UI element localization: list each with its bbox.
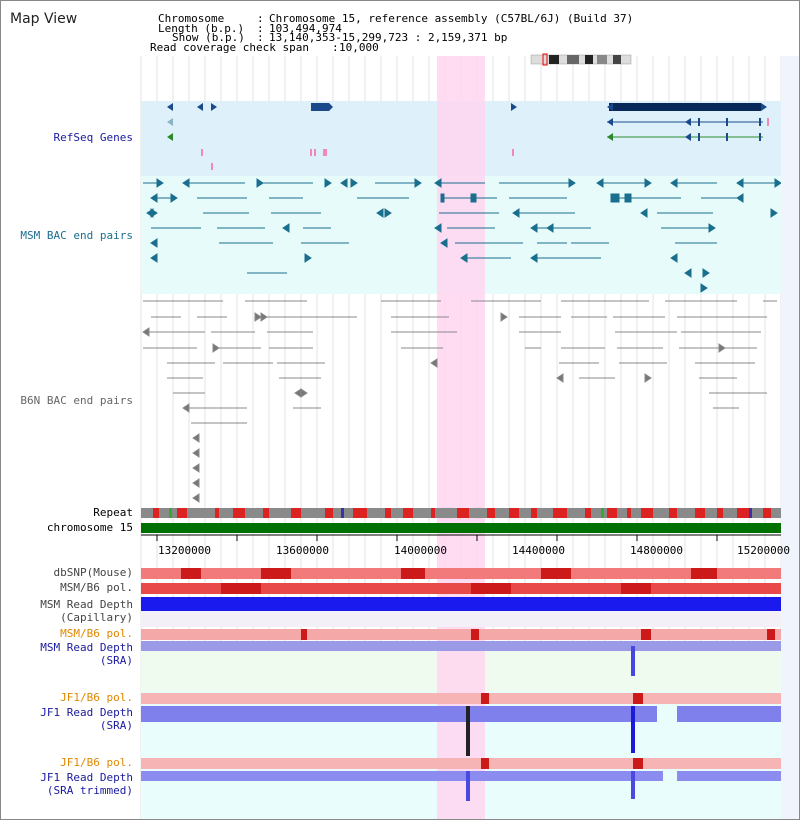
msm-depth-cap-label-2: (Capillary): [60, 611, 133, 624]
jf1-sra-depth: [141, 706, 781, 722]
show-value: 13,140,353-15,299,723 : 2,159,371 bp: [269, 31, 508, 44]
right-margin: [781, 56, 799, 819]
jf1-depth-sra-label-2: (SRA): [99, 719, 133, 732]
coverage-span-label: Read coverage check span: [150, 41, 309, 54]
axis-ticks: [141, 534, 781, 541]
jf1-b6-pol-label: JF1/B6 pol.: [60, 691, 133, 704]
msm-depth-sra-label-1: MSM Read Depth: [40, 641, 133, 654]
refseq-genes: [167, 103, 769, 170]
chromosome-ideogram: [530, 53, 632, 66]
msm-b6-pol-label: MSM/B6 pol.: [60, 581, 133, 594]
dbsnp-label: dbSNP(Mouse): [53, 566, 133, 579]
show-label: Show (b.p.): [172, 31, 245, 44]
msm-capillary-depth: [141, 597, 781, 611]
chromosome-bar: [141, 523, 781, 533]
msm-b6-pol2-strip: [141, 629, 781, 640]
coverage-span-value: 10,000: [339, 41, 379, 54]
axis-tick-label: 13600000: [276, 544, 329, 557]
page-title: Map View: [10, 11, 78, 27]
msm-depth-cap-label-1: MSM Read Depth: [40, 598, 133, 611]
repeat-track: [141, 508, 781, 518]
axis-tick-label: 14800000: [630, 544, 683, 557]
msm-sra-depth: [141, 641, 781, 651]
selected-region-highlight: [437, 56, 485, 819]
b6n-bac-pairs: [142, 300, 777, 503]
jf1-b6-pol2-label: JF1/B6 pol.: [60, 756, 133, 769]
chromosome-value: Chromosome 15, reference assembly (C57BL…: [269, 12, 634, 25]
jf1-depth-sra-label-1: JF1 Read Depth: [40, 706, 133, 719]
axis-tick-label: 15200000: [737, 544, 790, 557]
jf1-b6-pol-strip: [141, 693, 781, 704]
jf1-b6-pol2-strip: [141, 758, 781, 769]
chromosome-label: Chromosome: [158, 12, 225, 25]
axis-tick-label: 14400000: [512, 544, 565, 557]
axis-tick-label: 14000000: [394, 544, 447, 557]
dbsnp-strip: [141, 568, 781, 579]
axis-tick-label: 13200000: [158, 544, 211, 557]
msm-bac-label: MSM BAC end pairs: [20, 229, 133, 242]
chromosome-bar-label: chromosome 15: [46, 521, 133, 534]
msm-bac-pairs: [143, 178, 782, 293]
refseq-genes-label: RefSeq Genes: [53, 131, 133, 144]
msm-b6-pol-strip: [141, 583, 781, 594]
repeat-label: Repeat: [93, 506, 133, 519]
jf1-depth-trim-label-1: JF1 Read Depth: [40, 771, 133, 784]
msm-b6-pol2-label: MSM/B6 pol.: [60, 627, 133, 640]
jf1-trimmed-depth: [141, 771, 781, 781]
b6n-bac-label: B6N BAC end pairs: [20, 394, 133, 407]
length-label: Length (b.p.): [158, 22, 245, 35]
msm-depth-sra-label-2: (SRA): [99, 654, 133, 667]
length-value: 103,494,974: [269, 22, 342, 35]
jf1-depth-trim-label-2: (SRA trimmed): [46, 784, 133, 797]
